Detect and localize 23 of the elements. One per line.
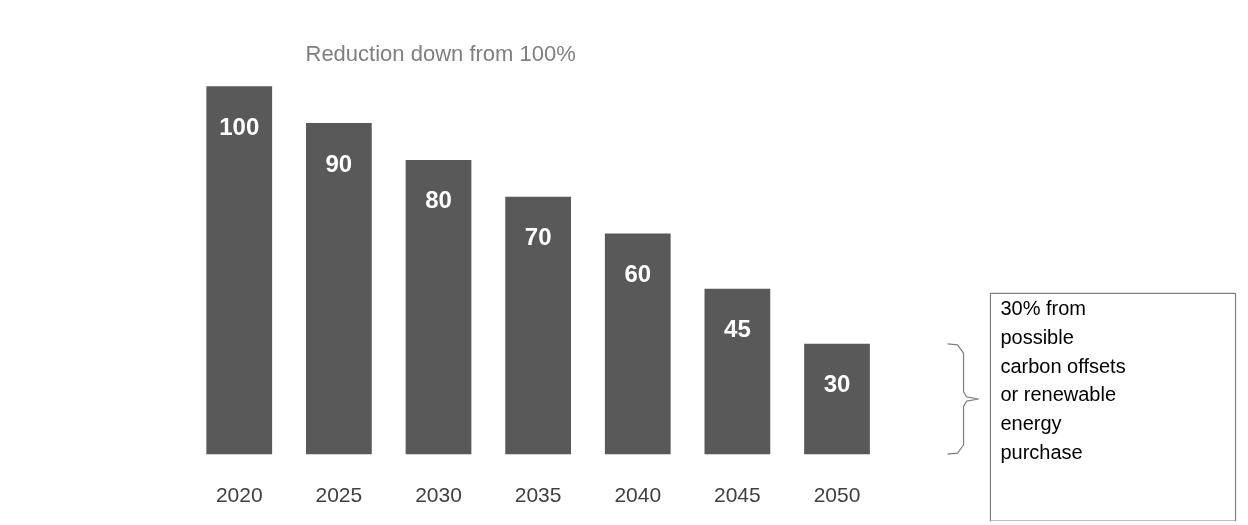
data-label: 30 bbox=[823, 370, 851, 398]
x-tick-label: 2025 bbox=[315, 483, 363, 507]
data-label: 70 bbox=[524, 223, 552, 251]
x-tick-label: 2040 bbox=[614, 483, 662, 507]
chart-title: Reduction down from 100% bbox=[305, 40, 576, 66]
data-label: 60 bbox=[624, 259, 652, 287]
bar bbox=[604, 233, 671, 455]
data-label: 90 bbox=[325, 149, 353, 177]
data-label: 80 bbox=[425, 186, 452, 214]
bar bbox=[306, 123, 372, 455]
bar bbox=[704, 288, 771, 455]
x-tick-label: 2050 bbox=[813, 483, 861, 507]
data-label: 45 bbox=[724, 315, 751, 343]
x-tick-label: 2020 bbox=[215, 483, 263, 507]
bar bbox=[405, 159, 472, 455]
data-label: 100 bbox=[219, 112, 260, 140]
x-tick-label: 2045 bbox=[714, 483, 761, 507]
bar bbox=[505, 196, 572, 455]
text: 30% from possible carbon offsets or renewable energy purchase bbox=[1000, 297, 1126, 463]
x-tick-label: 2030 bbox=[415, 483, 462, 507]
bar bbox=[206, 86, 273, 455]
x-tick-label: 2035 bbox=[514, 483, 562, 507]
bar bbox=[804, 343, 870, 455]
